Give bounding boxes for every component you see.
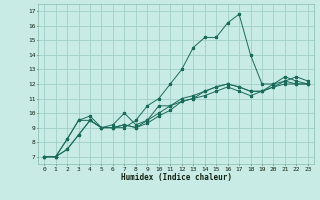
X-axis label: Humidex (Indice chaleur): Humidex (Indice chaleur) [121,173,231,182]
